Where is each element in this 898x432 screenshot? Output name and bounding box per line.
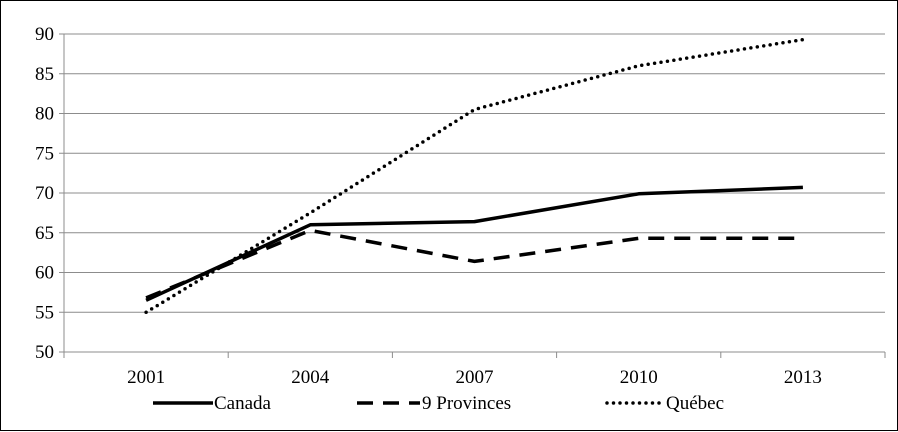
y-tick-label: 80: [35, 104, 54, 125]
series-lines: [146, 40, 803, 313]
y-tick-label: 50: [35, 342, 54, 363]
legend-item: Canada: [153, 393, 272, 414]
y-tick-label: 65: [35, 223, 54, 244]
x-tick-label: 2007: [456, 367, 494, 388]
y-tick-label: 75: [35, 143, 54, 164]
series-line-9-provinces: [146, 230, 803, 298]
series-line-qu-bec: [146, 40, 803, 313]
legend-item: Québec: [607, 393, 724, 414]
series-line-canada: [146, 187, 803, 300]
y-tick-label: 60: [35, 263, 54, 284]
legend: Canada 9 Provinces Québec: [153, 393, 724, 414]
y-tick-labels: 50 55 60 65 70 75 80 85 90: [35, 24, 54, 363]
x-tick-label: 2004: [291, 367, 330, 388]
grid-lines: [64, 34, 885, 312]
legend-label: Québec: [666, 393, 724, 414]
legend-label: 9 Provinces: [422, 393, 511, 414]
x-tick-label: 2001: [127, 367, 165, 388]
y-tick-label: 85: [35, 64, 54, 85]
y-tick-label: 70: [35, 183, 54, 204]
legend-label: Canada: [214, 393, 272, 414]
x-tick-label: 2013: [784, 367, 822, 388]
y-tick-label: 55: [35, 302, 54, 323]
y-tick-label: 90: [35, 24, 54, 45]
x-tick-labels: 2001 2004 2007 2010 2013: [127, 367, 822, 388]
legend-item: 9 Provinces: [357, 393, 511, 414]
x-tick-label: 2010: [620, 367, 658, 388]
axes: [59, 34, 885, 358]
